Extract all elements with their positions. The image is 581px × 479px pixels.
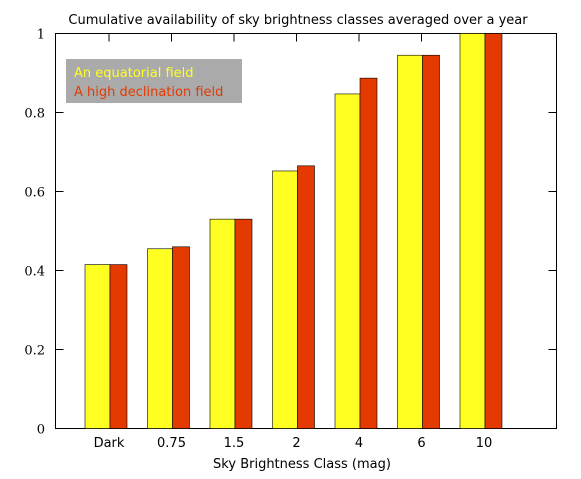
x-axis-label: Sky Brightness Class (mag) bbox=[213, 457, 391, 472]
bars bbox=[84, 33, 503, 429]
y-tick-label: 0.4 bbox=[24, 265, 45, 280]
bar-high-declination bbox=[172, 246, 190, 429]
x-tick-label: 10 bbox=[476, 436, 493, 451]
x-tick-label: 0.75 bbox=[157, 436, 186, 451]
bar-high-declination bbox=[297, 165, 315, 429]
x-tick-label: Dark bbox=[94, 436, 125, 451]
bar-high-declination bbox=[109, 264, 128, 429]
legend-entry-high-declination: A high declination field bbox=[74, 85, 223, 100]
x-tick-label: 2 bbox=[292, 436, 300, 451]
bar-equatorial bbox=[209, 218, 236, 429]
chart-title: Cumulative availability of sky brightnes… bbox=[68, 13, 528, 28]
x-tick-label: 1.5 bbox=[224, 436, 245, 451]
legend: An equatorial field A high declination f… bbox=[66, 59, 242, 103]
x-tick-label: 4 bbox=[355, 436, 363, 451]
bar-high-declination bbox=[484, 33, 503, 429]
x-tick-label: 6 bbox=[417, 436, 425, 451]
bar-high-declination bbox=[234, 218, 253, 429]
bar-equatorial bbox=[272, 170, 298, 429]
bar-equatorial bbox=[334, 93, 361, 429]
bar-high-declination bbox=[359, 77, 378, 429]
y-tick-label: 0 bbox=[37, 423, 45, 438]
bar-equatorial bbox=[459, 33, 486, 429]
bar-high-declination bbox=[422, 54, 440, 429]
y-tick-label: 1 bbox=[37, 28, 45, 43]
legend-box bbox=[66, 59, 242, 103]
bar-equatorial bbox=[397, 54, 423, 429]
legend-entry-equatorial: An equatorial field bbox=[74, 66, 194, 81]
y-tick-label: 0.8 bbox=[24, 107, 45, 122]
y-tick-label: 0.6 bbox=[24, 186, 45, 201]
bar-equatorial bbox=[84, 264, 111, 429]
y-tick-label: 0.2 bbox=[24, 344, 45, 359]
y-axis: 0 0.2 0.4 0.6 0.8 1 bbox=[24, 28, 557, 438]
bar-equatorial bbox=[147, 248, 173, 429]
